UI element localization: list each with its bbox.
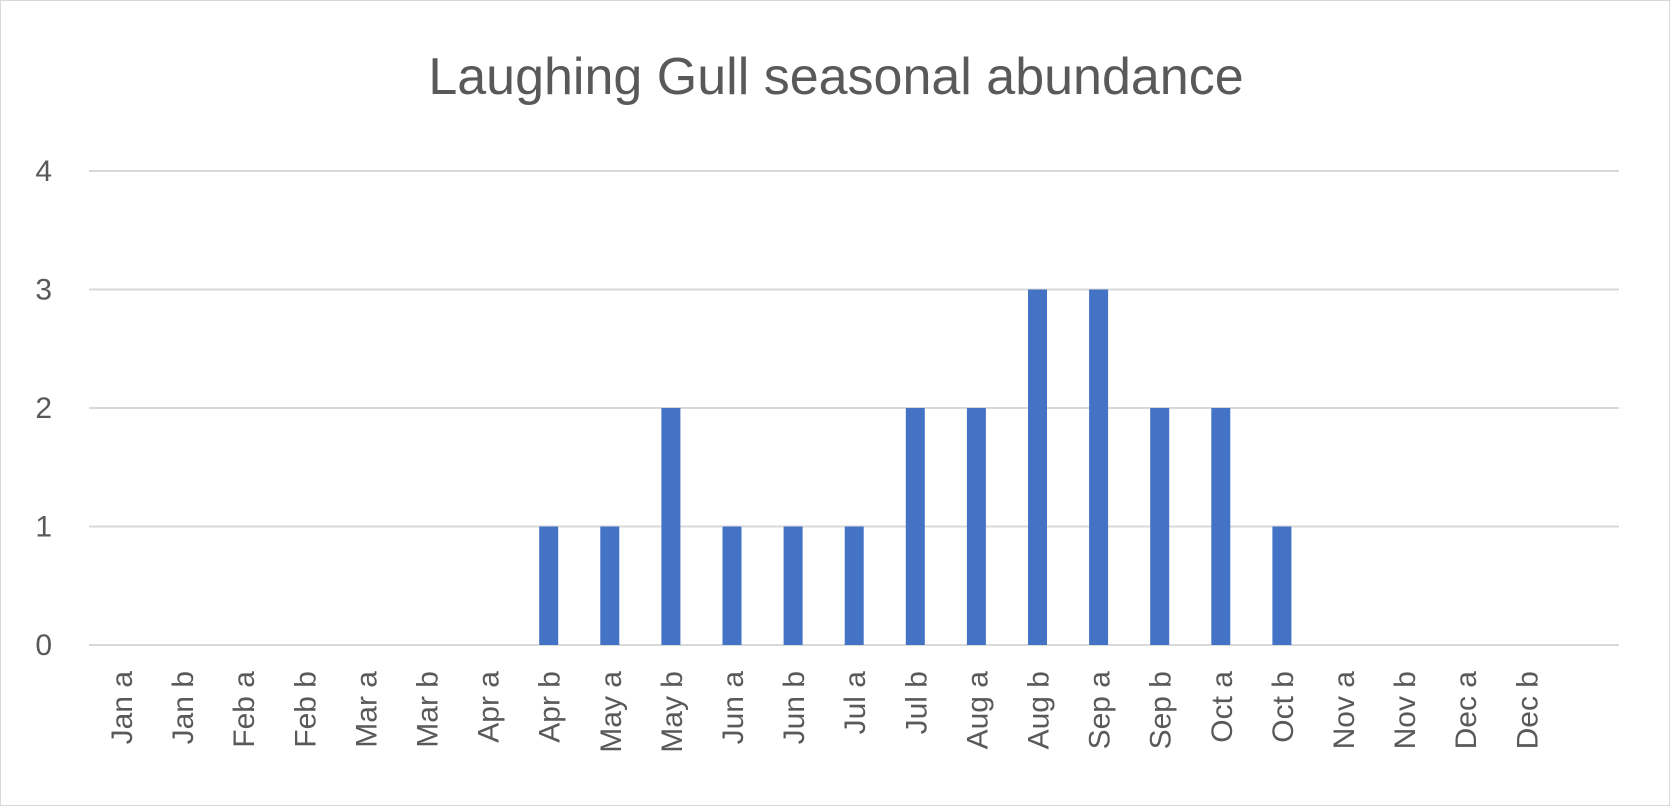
x-tick-label: Dec a bbox=[1450, 671, 1483, 750]
y-tick-label: 1 bbox=[35, 511, 52, 544]
bar-jul-a bbox=[844, 526, 864, 645]
bar-may-b bbox=[661, 408, 681, 645]
x-tick-label: Feb a bbox=[228, 671, 261, 748]
x-tick-label: Jun a bbox=[717, 671, 750, 745]
bar-jun-a bbox=[722, 526, 742, 645]
bar-aug-b bbox=[1028, 289, 1047, 645]
y-tick-label: 2 bbox=[35, 392, 52, 425]
bar-sep-b bbox=[1150, 408, 1170, 645]
x-tick-label: Jul a bbox=[839, 671, 872, 735]
x-tick-label: Mar a bbox=[350, 671, 383, 748]
x-tick-label: Nov b bbox=[1389, 671, 1422, 749]
x-axis-tick-labels: Jan a Jan b Feb a Feb b Mar a Mar b Apr a Apr b… bbox=[106, 671, 1544, 753]
x-tick-label: Nov a bbox=[1328, 671, 1361, 750]
y-tick-label: 3 bbox=[35, 274, 52, 307]
x-tick-label: May b bbox=[656, 671, 689, 753]
y-tick-label: 4 bbox=[35, 155, 52, 188]
bars bbox=[539, 289, 1292, 645]
bar-sep-a bbox=[1089, 289, 1109, 645]
x-tick-label: Feb b bbox=[289, 671, 322, 748]
bar-aug-a bbox=[966, 408, 986, 645]
x-tick-label: Apr b bbox=[534, 671, 567, 743]
x-tick-label: Apr a bbox=[473, 671, 506, 743]
y-tick-label: 0 bbox=[35, 629, 52, 662]
x-tick-label: Aug a bbox=[961, 671, 994, 750]
x-tick-label: Sep a bbox=[1084, 671, 1117, 750]
x-tick-label: Dec b bbox=[1511, 671, 1544, 749]
x-tick-label: Jan b bbox=[167, 671, 200, 744]
x-tick-label: Oct a bbox=[1206, 671, 1239, 743]
x-tick-label: Sep b bbox=[1145, 671, 1178, 749]
y-axis-tick-labels: 0 1 2 3 4 bbox=[35, 155, 52, 662]
bar-oct-a bbox=[1211, 408, 1231, 645]
bar-jul-b bbox=[905, 408, 925, 645]
x-tick-label: Jan a bbox=[106, 671, 139, 745]
x-tick-label: Aug b bbox=[1023, 671, 1056, 749]
bar-apr-b bbox=[539, 526, 559, 645]
x-tick-label: Jun b bbox=[778, 671, 811, 744]
bar-may-a bbox=[600, 526, 620, 645]
x-tick-label: Mar b bbox=[412, 671, 445, 748]
bar-jun-b bbox=[783, 526, 803, 645]
x-tick-label: Oct b bbox=[1267, 671, 1300, 743]
gridlines bbox=[89, 170, 1619, 646]
x-tick-label: May a bbox=[595, 671, 628, 753]
bar-oct-b bbox=[1272, 526, 1292, 645]
x-tick-label: Jul b bbox=[900, 671, 933, 734]
chart-title: Laughing Gull seasonal abundance bbox=[428, 48, 1243, 106]
